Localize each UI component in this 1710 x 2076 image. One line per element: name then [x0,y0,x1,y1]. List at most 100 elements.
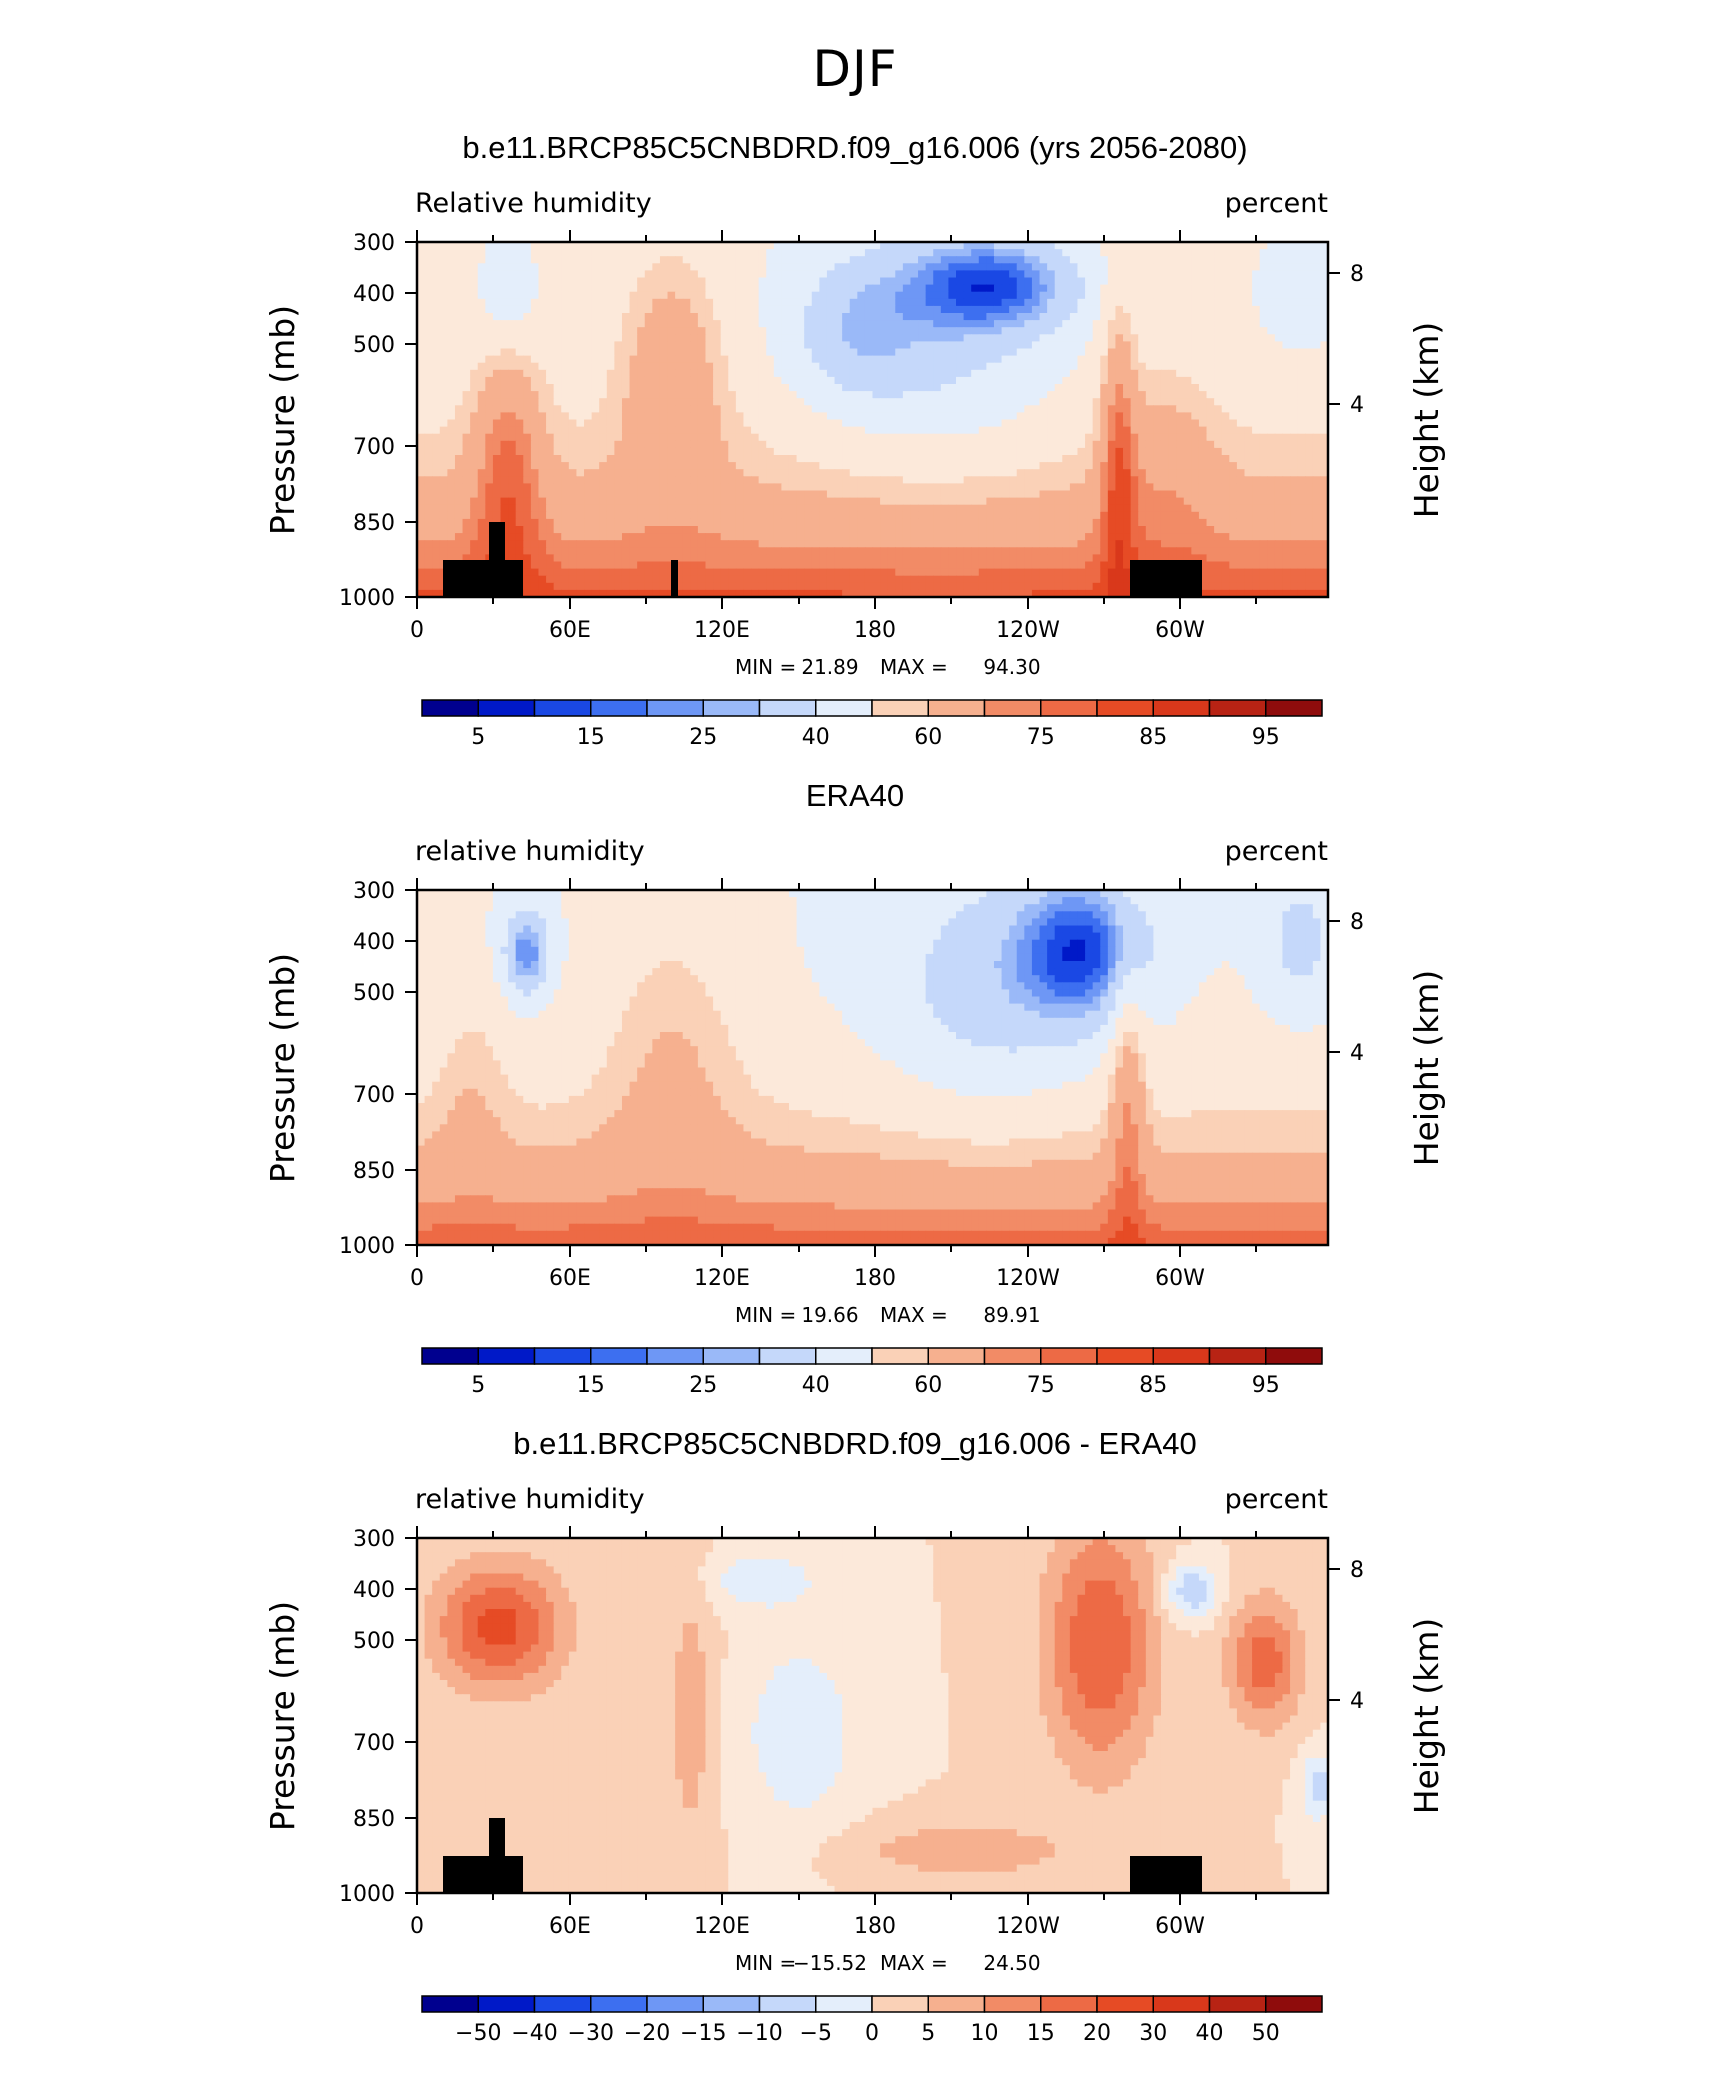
contour-cell [470,376,479,385]
contour-cell [667,476,676,484]
contour-cell [728,369,737,378]
contour-cell [462,426,471,435]
contour-cell [849,433,858,442]
contour-cell [424,483,433,492]
contour-cell [1054,483,1063,492]
contour-cell [857,270,866,279]
contour-cell [1039,412,1048,421]
contour-cell [842,334,851,342]
contour-cell [720,455,729,463]
contour-cell [857,526,866,534]
contour-cell [1206,362,1215,371]
contour-cell [872,398,881,406]
contour-cell [773,533,782,541]
contour-cell [447,327,456,335]
contour-cell [902,462,912,470]
contour-cell [1092,313,1101,321]
contour-cell [1145,405,1154,413]
contour-cell [1153,384,1162,392]
contour-cell [956,476,965,484]
contour-cell [849,369,858,378]
contour-cell [492,249,502,257]
contour-cell [713,455,722,463]
contour-cell [1221,447,1230,456]
contour-cell [1274,341,1284,350]
contour-cell [1191,376,1200,385]
contour-cell [1092,419,1101,428]
contour-cell [1206,263,1215,271]
contour-cell [902,419,912,428]
contour-cell [857,455,866,463]
contour-cell [1054,305,1063,314]
contour-cell [713,398,722,406]
contour-cell [1009,476,1018,484]
contour-cell [849,440,858,449]
contour-cell [1198,284,1208,293]
contour-cell [918,483,927,492]
contour-cell [447,476,456,484]
contour-cell [470,504,479,513]
contour-cell [1198,376,1208,385]
contour-cell [804,440,813,449]
contour-cell [584,426,593,435]
contour-cell [834,433,843,442]
contour-cell [637,504,646,513]
contour-cell [895,327,904,335]
contour-cell [424,270,433,279]
contour-cell [1009,526,1018,534]
contour-cell [546,405,555,413]
contour-cell [1252,447,1261,456]
contour-cell [1160,263,1170,271]
contour-cell [1039,398,1048,406]
contour-cell [1191,511,1200,520]
contour-cell [606,533,615,541]
contour-cell [584,327,593,335]
contour-cell [918,284,927,293]
contour-cell [515,433,524,442]
contour-cell [637,483,646,492]
contour-cell [895,433,904,442]
contour-cell [690,398,699,406]
contour-cell [1282,511,1291,520]
contour-cell [546,426,555,435]
contour-cell [1176,270,1185,279]
contour-cell [606,412,615,421]
contour-cell [758,313,767,321]
contour-cell [1160,476,1170,484]
contour-cell [462,376,471,385]
contour-cell [697,469,707,477]
contour-cell [659,313,669,321]
contour-cell [538,476,547,484]
contour-cell [1259,334,1268,342]
contour-cell [1115,518,1124,527]
contour-cell [546,398,555,406]
contour-cell [766,476,775,484]
contour-cell [735,433,745,442]
contour-cell [599,291,608,300]
contour-cell [629,305,638,314]
contour-cell [1123,518,1132,527]
contour-cell [1047,391,1056,399]
contour-cell [637,270,646,279]
contour-cell [766,483,775,492]
contour-cell [1214,483,1223,492]
contour-cell [1320,277,1329,286]
contour-cell [758,284,767,293]
contour-cell [1229,320,1238,328]
contour-cell [447,362,456,371]
contour-cell [720,440,729,449]
contour-cell [591,412,600,421]
contour-cell [796,298,805,307]
contour-cell [788,526,798,534]
contour-cell [515,504,524,513]
contour-cell [781,376,790,385]
contour-cell [659,291,669,300]
contour-cell [1297,504,1306,513]
contour-cell [826,348,836,357]
contour-cell [804,249,813,257]
contour-cell [561,277,570,286]
contour-cell [971,327,980,335]
contour-cell [1214,455,1223,463]
contour-cell [697,348,707,357]
contour-cell [1016,469,1025,477]
